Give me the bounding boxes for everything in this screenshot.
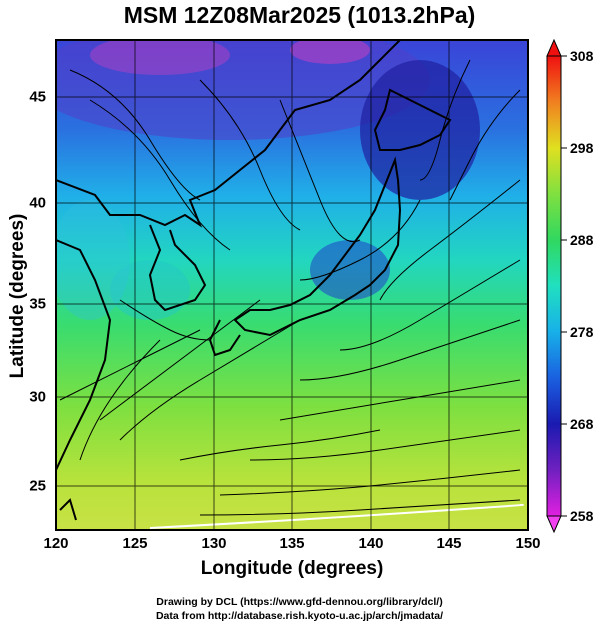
colorbar-tick-label: 268 [570,416,594,432]
wind-streamlines [59,59,521,516]
y-tick-label: 45 [29,88,46,106]
x-tick-label: 150 [515,535,541,552]
x-tick-label: 120 [43,535,69,552]
coastlines [56,40,452,521]
credit-drawing: Drawing by DCL (https://www.gfd-dennou.o… [156,596,443,608]
x-tick-label: 145 [436,535,462,552]
colorbar-tick-label: 288 [570,232,594,248]
map-title: MSM 12Z08Mar2025 (1013.2hPa) [123,2,476,28]
colorbar-tick-label: 258 [570,508,594,524]
white-contour [149,503,524,529]
colorbar-tick-label: 278 [570,324,594,340]
y-tick-label: 35 [29,295,46,313]
y-axis-label: Latitude (degrees) [7,213,28,379]
colorbar-tick-label: 298 [570,140,594,156]
x-axis-label: Longitude (degrees) [200,558,384,579]
x-tick-label: 125 [122,535,148,552]
x-tick-label: 135 [279,535,305,552]
x-tick-label: 140 [358,535,384,552]
y-tick-label: 25 [29,477,46,495]
y-tick-label: 30 [29,388,46,406]
y-tick-label: 40 [29,194,46,212]
lat-lon-grid [56,40,528,530]
colorbar [546,38,567,534]
credit-data-source: Data from http://database.rish.kyoto-u.a… [155,610,444,622]
x-tick-label: 130 [201,535,227,552]
colorbar-tick-label: 308 [570,48,594,64]
plot-frame [55,39,529,531]
